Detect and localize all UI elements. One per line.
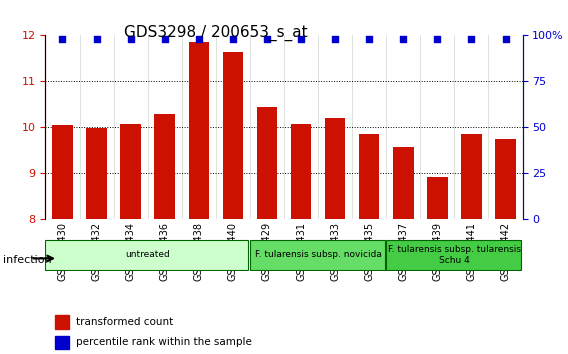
Bar	[154, 114, 175, 219]
Bar	[325, 118, 345, 219]
Bar	[291, 124, 311, 219]
Bar	[495, 139, 516, 219]
Point	[331, 36, 340, 42]
Text: F. tularensis subsp. novicida: F. tularensis subsp. novicida	[254, 250, 382, 259]
Text: transformed count: transformed count	[77, 317, 174, 327]
FancyBboxPatch shape	[45, 240, 248, 270]
Point	[365, 36, 374, 42]
Point	[194, 36, 203, 42]
Bar	[189, 42, 209, 219]
Point	[399, 36, 408, 42]
Bar	[393, 147, 414, 219]
Text: untreated: untreated	[126, 250, 170, 259]
Text: infection: infection	[3, 255, 52, 265]
Point	[58, 36, 67, 42]
Point	[92, 36, 101, 42]
Bar	[257, 107, 277, 219]
Point	[160, 36, 169, 42]
Bar	[86, 129, 107, 219]
Point	[296, 36, 306, 42]
Bar	[359, 135, 379, 219]
Text: percentile rank within the sample: percentile rank within the sample	[77, 337, 252, 348]
Bar	[55, 336, 69, 349]
Point	[126, 36, 135, 42]
Point	[228, 36, 237, 42]
Point	[501, 36, 510, 42]
Bar	[427, 177, 448, 219]
Point	[433, 36, 442, 42]
Bar	[55, 315, 69, 329]
Text: F. tularensis subsp. tularensis
Schu 4: F. tularensis subsp. tularensis Schu 4	[388, 245, 521, 264]
Point	[467, 36, 476, 42]
Bar	[120, 124, 141, 219]
Bar	[52, 125, 73, 219]
FancyBboxPatch shape	[386, 240, 521, 270]
Bar	[461, 135, 482, 219]
FancyBboxPatch shape	[250, 240, 385, 270]
Point	[262, 36, 272, 42]
Text: GDS3298 / 200653_s_at: GDS3298 / 200653_s_at	[124, 25, 308, 41]
Bar	[223, 51, 243, 219]
